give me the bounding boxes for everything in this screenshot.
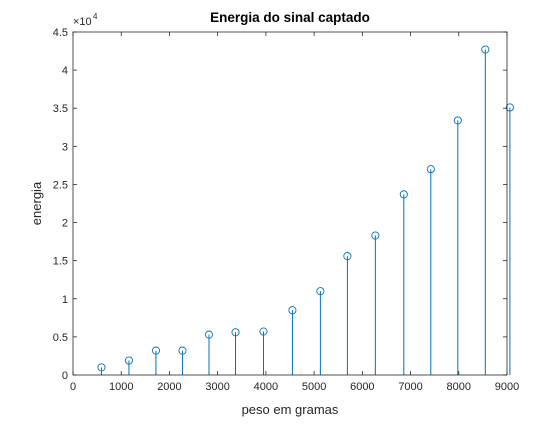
y-tick-label: 4: [62, 65, 68, 77]
y-tick-label: 4.5: [53, 27, 68, 39]
stem-marker-1: [124, 356, 133, 365]
stem-marker-5: [231, 328, 240, 337]
y-multiplier-exponent: 4: [93, 12, 98, 21]
x-tick-label: 5000: [302, 381, 326, 393]
y-tick-label: 2.5: [53, 179, 68, 191]
x-tick-label: 7000: [398, 381, 422, 393]
x-tick-label: 3000: [205, 381, 229, 393]
chart-title: Energia do sinal captado: [210, 10, 370, 25]
stem-marker-12: [426, 165, 435, 174]
stems-layer: [100, 49, 511, 375]
y-axis-label: energia: [29, 181, 44, 225]
stem-marker-10: [371, 231, 380, 240]
y-multiplier-base: ×10: [73, 16, 92, 28]
x-tick-label: 0: [70, 381, 76, 393]
axes-box: [72, 31, 508, 376]
x-axis-ticks: 0 1000 2000 3000 4000 5000 6000 7000 8000 9000: [70, 32, 519, 393]
x-axis-label: peso em gramas: [242, 402, 339, 417]
plot-area: [73, 32, 507, 375]
y-tick-label: 3.5: [53, 103, 68, 115]
x-tick-label: 8000: [447, 381, 471, 393]
y-tick-label: 2: [62, 218, 68, 230]
stem-marker-14: [481, 45, 490, 54]
stem-marker-9: [343, 252, 352, 261]
y-tick-label: 3: [62, 141, 68, 153]
stem-marker-6: [259, 327, 268, 336]
stem-marker-3: [178, 346, 187, 355]
stem-marker-11: [399, 190, 408, 199]
x-tick-label: 6000: [350, 381, 374, 393]
stem-marker-0: [97, 363, 106, 372]
stem-marker-8: [316, 287, 325, 296]
x-tick-label: 4000: [254, 381, 278, 393]
y-tick-label: 0: [62, 370, 68, 382]
x-tick-label: 2000: [157, 381, 181, 393]
y-tick-label: 1.5: [53, 256, 68, 268]
stem-marker-2: [151, 346, 160, 355]
y-tick-label: 1: [62, 294, 68, 306]
stem-marker-7: [288, 306, 297, 315]
markers-layer: [97, 45, 514, 372]
stem-marker-4: [204, 330, 214, 339]
x-tick-label: 9000: [495, 381, 519, 393]
stem-marker-15: [505, 103, 514, 112]
stem-marker-13: [453, 116, 462, 125]
y-axis-ticks: 0 0.5 1 1.5 2 2.5 3 3.5 4 4.5: [53, 27, 507, 382]
y-tick-label: 0.5: [53, 332, 68, 344]
x-tick-label: 1000: [109, 381, 133, 393]
